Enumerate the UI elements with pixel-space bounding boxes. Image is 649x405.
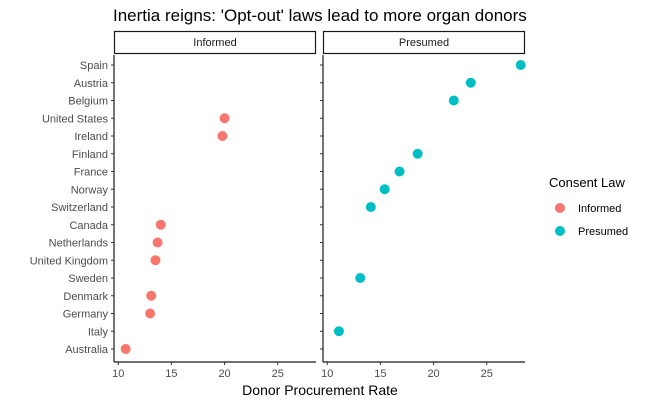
x-tick-label: 25: [272, 368, 284, 380]
y-tick-label: United Kingdom: [30, 255, 108, 267]
data-point-france: [394, 166, 405, 177]
x-tick-label: 20: [218, 368, 230, 380]
legend-key-presumed: [555, 226, 565, 236]
facet-strip-label: Presumed: [399, 37, 449, 49]
data-point-spain: [515, 60, 526, 70]
x-tick-label: 20: [427, 368, 439, 380]
data-point-ireland: [217, 131, 228, 141]
x-axis-title: Donor Procurement Rate: [242, 382, 398, 398]
x-tick-label: 10: [112, 368, 124, 380]
y-tick-label: Ireland: [74, 131, 108, 143]
data-point-austria: [465, 77, 476, 88]
data-point-switzerland: [365, 202, 376, 212]
facet-panels: Informed 10 15 20 25 Presumed 10 15 20 25: [111, 30, 526, 380]
data-point-finland: [412, 148, 423, 159]
facet-panel-presumed: Presumed 10 15 20 25: [320, 30, 526, 380]
y-tick-label: Austria: [74, 78, 109, 90]
y-tick-label: Canada: [69, 220, 108, 232]
y-tick-label: Norway: [71, 184, 109, 196]
facet-strip: [322, 30, 526, 55]
data-point-united-states: [219, 113, 230, 124]
data-point-sweden: [355, 273, 366, 283]
y-tick-label: Belgium: [68, 96, 108, 108]
data-point-belgium: [448, 95, 459, 106]
legend-key-informed: [555, 203, 565, 213]
x-tick-label: 15: [165, 368, 177, 380]
x-tick-label: 15: [374, 368, 386, 380]
data-point-netherlands: [152, 237, 163, 248]
y-tick-label: Sweden: [68, 273, 108, 285]
data-point-united-kingdom: [150, 255, 161, 266]
legend: Consent Law Informed Presumed: [549, 175, 628, 238]
x-tick-label: 10: [321, 368, 333, 380]
data-point-italy: [333, 326, 344, 337]
y-tick-label: United States: [42, 113, 109, 125]
legend-label: Informed: [578, 203, 621, 215]
y-tick-label: Spain: [80, 60, 108, 72]
y-tick-label: Australia: [65, 344, 109, 356]
facet-strip: [113, 30, 317, 55]
data-point-denmark: [146, 290, 157, 301]
chart-title: Inertia reigns: 'Opt-out' laws lead to m…: [113, 6, 527, 25]
data-point-norway: [379, 184, 390, 195]
y-tick-label: Denmark: [63, 291, 108, 303]
y-axis-labels: Spain Austria Belgium United States Ireland F…: [30, 60, 109, 356]
legend-title: Consent Law: [549, 175, 625, 190]
data-point-australia: [120, 344, 131, 354]
y-tick-label: Netherlands: [49, 238, 109, 250]
y-tick-label: Finland: [72, 149, 108, 161]
data-point-canada: [155, 219, 166, 230]
y-tick-label: France: [74, 167, 108, 179]
x-tick-label: 25: [481, 368, 493, 380]
facet-strip-label: Informed: [193, 37, 236, 49]
y-tick-label: Switzerland: [51, 202, 108, 214]
facet-panel-informed: Informed 10 15 20 25: [111, 30, 317, 380]
y-tick-label: Italy: [88, 326, 109, 338]
data-point-germany: [145, 308, 156, 319]
y-tick-label: Germany: [63, 309, 109, 321]
legend-label: Presumed: [578, 226, 628, 238]
